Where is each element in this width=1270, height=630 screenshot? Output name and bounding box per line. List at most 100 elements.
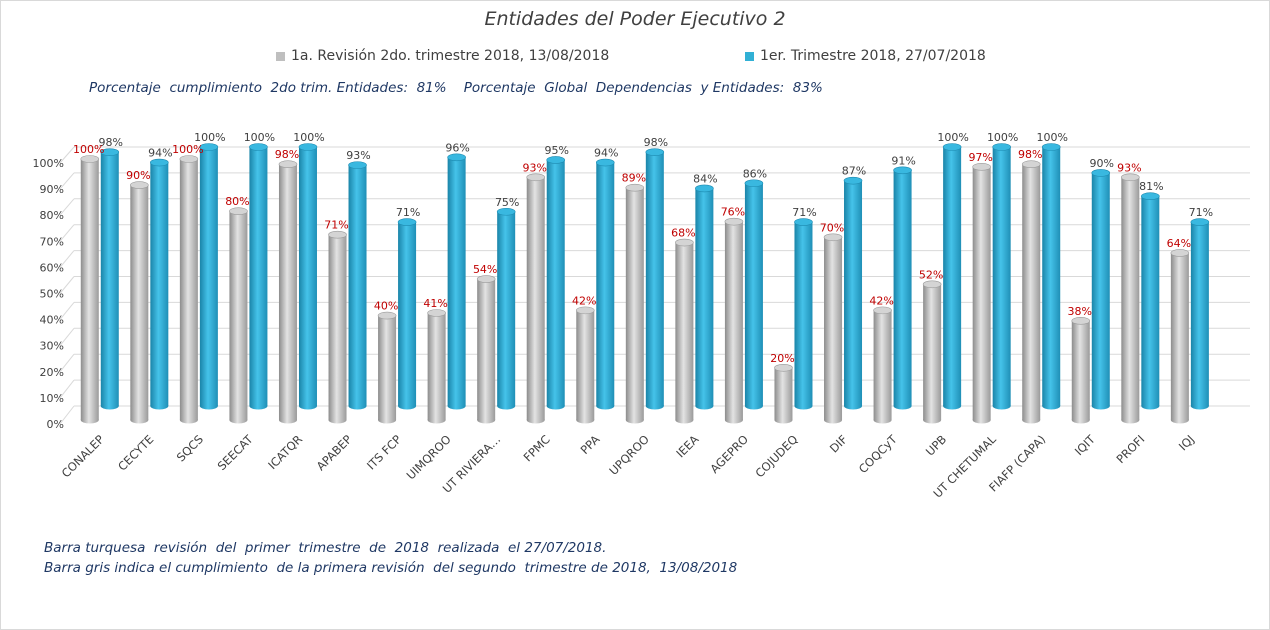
data-label-gray: 100% xyxy=(172,143,203,156)
data-label-gray: 42% xyxy=(572,294,596,307)
bar-blue xyxy=(348,161,367,410)
gridline-floor-edge xyxy=(59,327,75,347)
bar-gray xyxy=(1021,160,1041,424)
bar-gray xyxy=(427,309,446,424)
bar-blue xyxy=(1190,218,1210,410)
y-tick-label: 80% xyxy=(40,209,64,222)
data-label-gray: 40% xyxy=(374,300,398,313)
bar-blue xyxy=(199,143,219,410)
gridline-floor-edge xyxy=(59,172,75,190)
data-label-blue: 71% xyxy=(792,206,816,219)
bar-blue xyxy=(794,218,813,410)
data-label-blue: 94% xyxy=(594,147,618,160)
data-label-gray: 90% xyxy=(126,169,150,182)
data-label-gray: 68% xyxy=(671,227,695,240)
chart-bars: 98%100% 94%90%100%100%100%80%100%98% 93%71… xyxy=(73,131,1213,424)
data-label-blue: 71% xyxy=(396,206,420,219)
bar-gray xyxy=(1121,173,1140,424)
data-label-blue: 71% xyxy=(1189,206,1213,219)
x-tick-label: PROFI xyxy=(1114,432,1148,466)
legend-swatch-gray xyxy=(276,51,285,61)
bar-gray xyxy=(526,173,546,424)
x-axis: CONALEP CECYTE SQCS SEECAT ICATQR APABEP ITS F… xyxy=(59,432,1197,501)
data-label-blue: 81% xyxy=(1139,180,1163,193)
bar-blue xyxy=(397,218,417,410)
gridline-floor-edge xyxy=(59,276,75,294)
data-label-blue: 95% xyxy=(544,144,568,157)
legend-label-blue: 1er. Trimestre 2018, 27/07/2018 xyxy=(760,48,986,64)
bar-blue xyxy=(100,148,120,410)
gridline-floor-edge xyxy=(59,302,75,320)
chart-title: Entidades del Poder Ejecutivo 2 xyxy=(484,8,786,30)
bar-blue xyxy=(150,158,169,410)
bar-gray xyxy=(972,163,991,424)
x-tick-label: UPQROO xyxy=(606,432,652,478)
bar-blue xyxy=(1041,143,1061,410)
gridline-floor-edge xyxy=(59,379,75,399)
data-label-gray: 71% xyxy=(324,219,348,232)
data-label-gray: 42% xyxy=(869,294,893,307)
data-label-gray: 38% xyxy=(1068,305,1092,318)
bar-gray xyxy=(377,311,397,424)
gridline-floor-edge xyxy=(59,250,75,268)
x-tick-label: SQCS xyxy=(174,432,206,464)
x-tick-label: AGEPRO xyxy=(707,432,751,476)
data-label-blue: 100% xyxy=(1036,131,1067,144)
bar-blue xyxy=(893,166,912,410)
y-tick-label: 70% xyxy=(40,235,64,248)
bar-gray xyxy=(278,160,298,424)
data-label-blue: 87% xyxy=(842,165,866,178)
x-tick-label: FPMC xyxy=(521,432,553,464)
x-tick-label: IQIT xyxy=(1072,432,1099,459)
x-tick-label: ICATQR xyxy=(265,432,305,472)
bar-blue xyxy=(744,179,764,410)
bar-gray xyxy=(774,363,793,424)
bar-gray xyxy=(1071,317,1091,424)
bar-blue xyxy=(942,143,962,410)
x-tick-label: DIF xyxy=(827,432,850,455)
data-label-gray: 97% xyxy=(968,151,992,164)
y-tick-label: 20% xyxy=(40,366,64,379)
data-label-blue: 90% xyxy=(1090,157,1114,170)
data-label-gray: 76% xyxy=(721,206,745,219)
y-tick-label: 90% xyxy=(40,183,64,196)
bar-gray xyxy=(625,183,645,424)
bar-blue xyxy=(496,207,516,410)
x-tick-label: SEECAT xyxy=(215,432,257,474)
data-label-gray: 41% xyxy=(423,297,447,310)
x-tick-label: COQCyT xyxy=(856,432,901,477)
bar-gray xyxy=(922,280,942,424)
x-tick-label: CECYTE xyxy=(115,432,156,473)
bar-blue xyxy=(645,148,665,410)
y-tick-label: 40% xyxy=(40,314,64,327)
chart-subtitle: Porcentaje cumplimiento 2do trim. Entida… xyxy=(89,80,823,96)
data-label-gray: 20% xyxy=(770,352,794,365)
data-label-blue: 86% xyxy=(743,167,767,180)
bar-gray xyxy=(476,275,496,424)
x-tick-label: CONALEP xyxy=(59,432,107,480)
bar-gray xyxy=(179,155,199,424)
bar-gray xyxy=(675,238,694,424)
bar-blue xyxy=(595,158,615,410)
bar-blue xyxy=(843,176,863,410)
data-label-blue: 98% xyxy=(99,136,123,149)
gridline-floor-edge xyxy=(59,353,75,373)
x-tick-label: APABEP xyxy=(314,432,355,473)
data-label-blue: 98% xyxy=(644,136,668,149)
x-tick-label: UPB xyxy=(923,432,949,458)
legend-item-gray: 1a. Revisión 2do. trimestre 2018, 13/08/… xyxy=(276,48,609,64)
y-tick-label: 50% xyxy=(40,288,64,301)
data-label-blue: 91% xyxy=(891,154,915,167)
bar-gray xyxy=(130,181,149,424)
x-tick-label: PPA xyxy=(578,432,603,457)
data-label-blue: 94% xyxy=(148,147,172,160)
data-label-gray: 98% xyxy=(1018,148,1042,161)
data-label-gray: 93% xyxy=(1117,161,1141,174)
note-gray-bar: Barra gris indica el cumplimiento de la … xyxy=(44,560,738,576)
legend-label-gray: 1a. Revisión 2do. trimestre 2018, 13/08/… xyxy=(291,48,610,64)
data-label-blue: 100% xyxy=(987,131,1018,144)
data-label-blue: 100% xyxy=(937,131,968,144)
bar-gray xyxy=(724,217,744,424)
bar-blue xyxy=(695,184,714,410)
